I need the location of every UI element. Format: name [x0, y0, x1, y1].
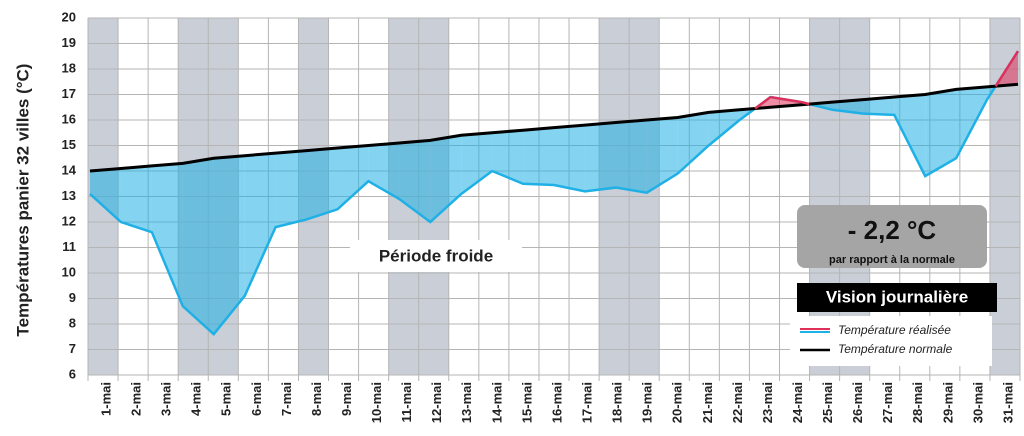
x-tick-label: 18-mai	[610, 382, 625, 423]
x-tick-label: 10-mai	[369, 382, 384, 423]
x-tick-label: 7-mai	[279, 382, 294, 416]
y-tick-label: 16	[62, 111, 76, 126]
y-tick-label: 15	[62, 137, 76, 152]
x-tick-label: 9-mai	[339, 382, 354, 416]
area-fill	[90, 168, 121, 222]
x-tick-label: 21-mai	[700, 382, 715, 423]
y-tick-label: 18	[62, 60, 76, 75]
above-segment	[801, 100, 810, 106]
x-tick-label: 16-mai	[549, 382, 564, 423]
period-box	[350, 240, 522, 272]
y-tick-label: 11	[62, 239, 76, 254]
x-tick-label: 12-mai	[429, 382, 444, 423]
x-tick-label: 29-mai	[940, 382, 955, 423]
area-fill	[615, 120, 647, 193]
area-fill	[399, 140, 431, 222]
x-tick-label: 8-mai	[309, 382, 324, 416]
y-tick-label: 7	[69, 341, 76, 356]
above-segment	[770, 95, 802, 104]
area-fill	[584, 122, 616, 192]
area-fill	[151, 163, 183, 307]
area-fill	[120, 165, 152, 233]
area-fill	[337, 145, 369, 210]
series-line	[89, 50, 1020, 337]
area-fill	[925, 89, 957, 177]
x-tick-label: 25-mai	[820, 382, 835, 423]
lines	[89, 50, 1020, 337]
period-label: Période froide	[379, 246, 493, 265]
y-tick-label: 10	[62, 264, 76, 279]
area-fills	[90, 51, 1018, 335]
legend-label: Température réalisée	[838, 323, 951, 337]
x-tick-label: 26-mai	[850, 382, 865, 423]
x-tick-label: 27-mai	[880, 382, 895, 423]
area-fill	[244, 153, 276, 296]
x-tick-label: 24-mai	[790, 382, 805, 423]
y-tick-label: 6	[69, 366, 76, 381]
y-tick-label: 14	[62, 162, 77, 177]
legend-label: Température normale	[838, 342, 953, 356]
x-tick-label: 1-mai	[98, 382, 113, 416]
y-tick-label: 17	[62, 86, 76, 101]
area-fill	[461, 132, 493, 194]
area-fill	[894, 94, 926, 177]
area-fill	[863, 97, 895, 115]
area-fill	[523, 127, 554, 186]
legend	[790, 316, 992, 366]
view-label: Vision journalière	[826, 287, 968, 306]
x-tick-label: 28-mai	[910, 382, 925, 423]
area-fill	[708, 109, 740, 146]
y-tick-label: 19	[62, 35, 76, 50]
area-fill	[492, 130, 524, 184]
x-tick-label: 20-mai	[670, 382, 685, 423]
series-line	[89, 82, 1019, 173]
x-tick-label: 17-mai	[580, 382, 595, 423]
x-tick-label: 4-mai	[189, 382, 204, 416]
area-fill	[677, 112, 709, 174]
x-tick-label: 19-mai	[640, 382, 655, 423]
y-tick-label: 9	[69, 290, 76, 305]
delta-note: par rapport à la normale	[829, 254, 955, 266]
above-segment	[754, 96, 772, 110]
y-tick-label: 13	[62, 188, 76, 203]
x-tick-label: 22-mai	[730, 382, 745, 423]
area-fill	[213, 155, 245, 335]
area-fill	[956, 86, 988, 159]
area-fill	[275, 150, 307, 228]
y-tick-label: 8	[69, 315, 76, 330]
x-tick-label: 15-mai	[519, 382, 534, 423]
area-fill	[646, 117, 678, 193]
x-tick-label: 30-mai	[970, 382, 985, 423]
x-tick-label: 13-mai	[459, 382, 474, 423]
y-tick-label: 12	[62, 213, 76, 228]
x-tick-label: 11-mai	[399, 382, 414, 422]
y-tick-label: 20	[62, 9, 76, 24]
x-tick-label: 31-mai	[1000, 382, 1015, 423]
x-tick-label: 23-mai	[760, 382, 775, 423]
x-tick-label: 14-mai	[489, 382, 504, 423]
x-tick-label: 2-mai	[129, 382, 144, 416]
delta-box	[797, 205, 987, 268]
area-fill	[182, 158, 214, 335]
delta-value: - 2,2 °C	[848, 215, 937, 245]
x-tick-label: 6-mai	[249, 382, 264, 416]
x-tick-label: 5-mai	[219, 382, 234, 416]
y-axis-title: Températures panier 32 villes (°C)	[13, 64, 32, 337]
area-fill	[554, 125, 585, 192]
above-segment	[994, 50, 1020, 87]
area-fill	[306, 148, 338, 220]
x-tick-label: 3-mai	[159, 382, 174, 416]
view-box	[797, 283, 997, 312]
